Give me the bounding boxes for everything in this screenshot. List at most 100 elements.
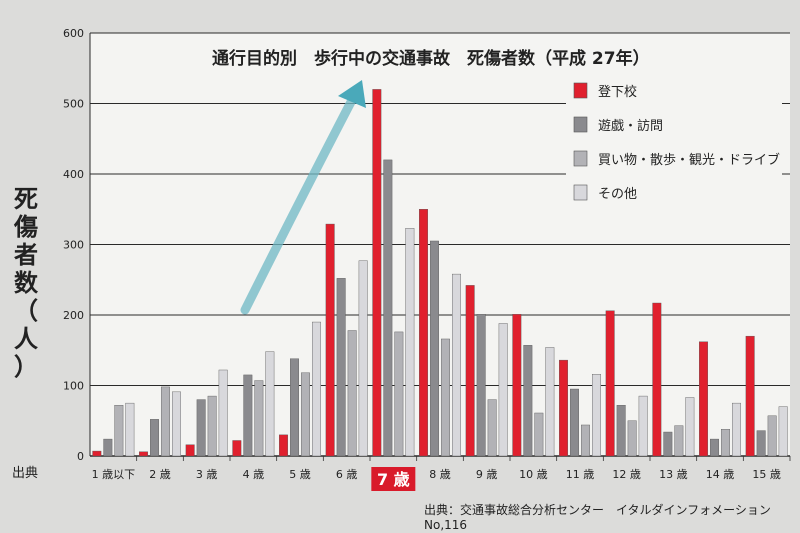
bar	[699, 341, 708, 457]
legend-box	[566, 74, 782, 208]
x-tick-label: 12 歳	[612, 468, 641, 481]
bar	[674, 425, 684, 457]
bar	[419, 209, 428, 457]
bar	[265, 351, 275, 457]
y-axis-label-char: （	[14, 297, 38, 325]
bar	[405, 228, 415, 457]
legend-label: 遊戯・訪問	[598, 118, 663, 134]
bar	[383, 159, 393, 457]
x-tick-label: 15 歳	[752, 468, 781, 481]
bar	[441, 338, 450, 457]
y-tick-label: 500	[63, 98, 84, 111]
bars	[92, 89, 788, 457]
bar	[372, 89, 382, 457]
bar	[279, 434, 288, 457]
x-tick-label: 1 歳以下	[92, 468, 136, 481]
y-axis-label-char: 者	[14, 241, 38, 269]
x-tick-label: 4 歳	[243, 468, 265, 481]
x-tick-label: 8 歳	[429, 468, 451, 481]
bar	[627, 420, 637, 457]
x-tick-label: 10 歳	[519, 468, 548, 481]
x-tick-label: 13 歳	[659, 468, 688, 481]
bar	[778, 406, 788, 457]
bar	[290, 358, 299, 457]
highlight-label-bg	[371, 467, 416, 491]
bar	[767, 415, 777, 457]
y-tick-label: 600	[63, 27, 84, 40]
bar	[325, 223, 335, 457]
bar	[663, 431, 673, 457]
bar	[172, 391, 181, 457]
chart-title: 通行目的別 歩行中の交通事故 死傷者数（平成 27年）	[212, 48, 650, 69]
bar	[732, 402, 741, 457]
bar	[512, 314, 522, 457]
bar	[207, 395, 217, 457]
y-axis-label-char: 人	[14, 325, 38, 353]
trend-arrow	[240, 95, 357, 315]
x-tick-label: 11 歳	[566, 468, 595, 481]
y-axis-label-char: 死	[14, 185, 38, 213]
bar	[616, 405, 626, 457]
bar	[358, 260, 368, 457]
bar	[336, 278, 346, 457]
y-axis-label-char: 数	[14, 269, 38, 297]
bar	[394, 331, 404, 457]
bar	[745, 335, 755, 457]
y-axis-label-char: ）	[14, 353, 38, 381]
bar	[243, 374, 253, 457]
bar	[605, 310, 615, 457]
legend-swatch	[573, 116, 588, 133]
trend-arrow-head	[338, 80, 366, 108]
bar	[301, 372, 310, 457]
bar	[254, 380, 264, 457]
bar	[185, 444, 195, 457]
y-tick-labels: 0 100 200 300 400 500 600	[63, 27, 84, 463]
x-tick-label: 3 歳	[196, 468, 218, 481]
bar	[218, 369, 228, 457]
y-tick-label: 400	[63, 168, 84, 181]
legend-label: その他	[598, 187, 637, 202]
bar	[581, 424, 590, 457]
bar	[232, 440, 242, 457]
bar	[150, 419, 159, 457]
bar	[312, 321, 321, 457]
x-tick-label: 2 歳	[149, 468, 171, 481]
legend-swatch	[573, 150, 588, 167]
y-tick-label: 0	[77, 450, 84, 463]
bar	[487, 399, 497, 457]
source-label: 出典	[12, 466, 39, 481]
bar	[498, 323, 508, 457]
x-tick-labels: 1 歳以下 2 歳 3 歳 4 歳 5 歳 6 歳 7 歳 8 歳 9 歳 10 歳 11 歳 12 …	[92, 456, 791, 491]
y-tick-label: 200	[63, 309, 84, 322]
bar	[545, 347, 555, 457]
legend-label: 買い物・散歩・観光・ドライブ	[598, 152, 780, 168]
x-tick-label: 6 歳	[336, 468, 358, 481]
y-axis-label: 死傷者数（人）	[8, 185, 44, 381]
bar	[592, 374, 601, 457]
x-tick-label: 14 歳	[706, 468, 735, 481]
bar	[652, 302, 662, 457]
bar	[685, 397, 695, 457]
x-tick-label: 7 歳	[377, 470, 410, 489]
legend-swatch	[573, 82, 588, 99]
bar	[721, 429, 730, 457]
bar	[139, 451, 148, 457]
bar	[347, 330, 357, 457]
bar	[710, 438, 719, 457]
bar	[534, 412, 544, 457]
bar	[638, 395, 648, 457]
bar	[125, 402, 135, 457]
bar	[161, 386, 170, 457]
y-tick-label: 300	[63, 239, 84, 252]
bar	[452, 273, 461, 457]
legend-label: 登下校	[598, 84, 637, 100]
bar	[756, 430, 766, 457]
x-tick-label: 5 歳	[289, 468, 311, 481]
bar	[430, 240, 439, 457]
bar	[196, 399, 206, 457]
y-tick-label: 100	[63, 380, 84, 393]
bar	[465, 285, 475, 457]
bar	[559, 359, 568, 457]
